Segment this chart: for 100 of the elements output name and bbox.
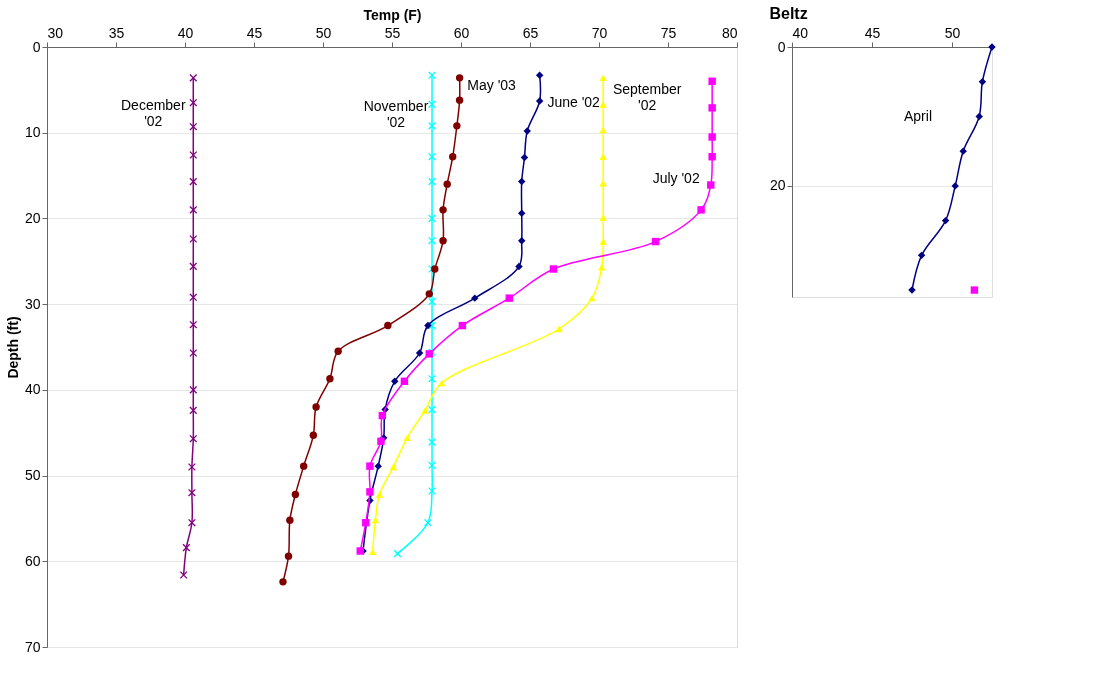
point xyxy=(189,349,198,357)
point xyxy=(309,431,318,439)
series-label: July '02 xyxy=(652,170,700,187)
point xyxy=(424,321,432,330)
x-tick-label: 40 xyxy=(792,24,809,41)
point xyxy=(599,101,607,108)
point xyxy=(189,235,198,243)
point xyxy=(366,462,374,470)
point xyxy=(428,152,437,161)
point xyxy=(708,77,716,85)
point xyxy=(505,294,514,302)
point xyxy=(455,74,464,82)
x-tick-label: 75 xyxy=(660,24,677,41)
point xyxy=(428,177,437,186)
point xyxy=(599,238,607,245)
point xyxy=(189,293,198,302)
point xyxy=(182,543,191,552)
point xyxy=(189,385,198,394)
point xyxy=(428,405,437,414)
series-label: June '02 xyxy=(547,94,601,111)
point xyxy=(697,206,705,214)
point xyxy=(368,548,377,556)
point xyxy=(599,153,607,160)
point xyxy=(279,578,287,586)
y-tick-label: 0 xyxy=(777,38,786,55)
point xyxy=(189,151,198,159)
point xyxy=(312,403,320,411)
point xyxy=(518,209,526,217)
point xyxy=(415,349,424,357)
point xyxy=(334,347,342,355)
point xyxy=(428,71,437,80)
x-tick-label: 55 xyxy=(384,24,401,41)
point xyxy=(518,237,526,245)
point xyxy=(515,262,523,271)
point xyxy=(421,407,429,414)
point xyxy=(443,180,451,188)
point xyxy=(189,177,198,186)
y-tick-label: 20 xyxy=(769,177,786,194)
point xyxy=(187,463,196,471)
point xyxy=(291,490,300,499)
point xyxy=(326,375,334,383)
y-tick-label: 70 xyxy=(24,638,41,655)
x-tick-label: 70 xyxy=(591,24,608,41)
point xyxy=(189,205,198,214)
point xyxy=(189,122,198,131)
point xyxy=(179,571,188,579)
point xyxy=(428,297,437,306)
point xyxy=(189,320,198,329)
point xyxy=(599,74,607,82)
x-tick-label: 30 xyxy=(47,24,64,41)
point xyxy=(187,518,196,527)
point xyxy=(189,262,198,271)
point xyxy=(428,487,437,495)
point xyxy=(708,104,716,112)
point xyxy=(439,206,447,214)
point xyxy=(284,552,293,560)
x-tick-label: 45 xyxy=(864,24,881,41)
point xyxy=(428,121,437,130)
point xyxy=(403,434,411,442)
point xyxy=(428,374,437,383)
point xyxy=(366,488,374,496)
point xyxy=(449,153,457,161)
x-tick-label: 40 xyxy=(177,24,194,41)
point xyxy=(425,290,433,298)
point xyxy=(187,488,196,497)
y-tick-label: 30 xyxy=(24,295,41,312)
y-tick-label: 0 xyxy=(32,38,41,55)
y-tick-label: 20 xyxy=(24,209,41,226)
point xyxy=(389,463,398,471)
x-axis-title: Temp (F) xyxy=(363,6,422,23)
y-tick-label: 50 xyxy=(24,467,41,484)
point xyxy=(437,379,446,387)
point xyxy=(708,153,716,161)
point xyxy=(384,321,392,330)
chart-title: Beltz xyxy=(769,5,808,22)
point xyxy=(428,236,437,245)
point xyxy=(375,491,384,498)
point xyxy=(374,462,382,470)
series-label: May '03 xyxy=(467,76,517,93)
point xyxy=(391,377,399,385)
y-tick-label: 10 xyxy=(24,124,41,141)
x-tick-label: 35 xyxy=(108,24,125,41)
point xyxy=(471,294,479,302)
series-label: December '02 xyxy=(120,96,186,129)
point xyxy=(393,549,402,558)
point xyxy=(535,71,544,79)
point xyxy=(518,177,526,186)
point xyxy=(520,153,529,162)
point xyxy=(535,97,544,105)
x-tick-label: 50 xyxy=(944,24,961,41)
point xyxy=(455,96,464,104)
text: April xyxy=(903,108,933,124)
point xyxy=(599,214,607,221)
y-tick-label: 40 xyxy=(24,381,41,398)
y-tick-label: 60 xyxy=(24,552,41,569)
x-tick-label: 45 xyxy=(246,24,263,41)
point xyxy=(189,98,198,107)
point xyxy=(286,516,294,524)
x-tick-label: 50 xyxy=(315,24,332,41)
series-label: November '02 xyxy=(363,98,429,131)
